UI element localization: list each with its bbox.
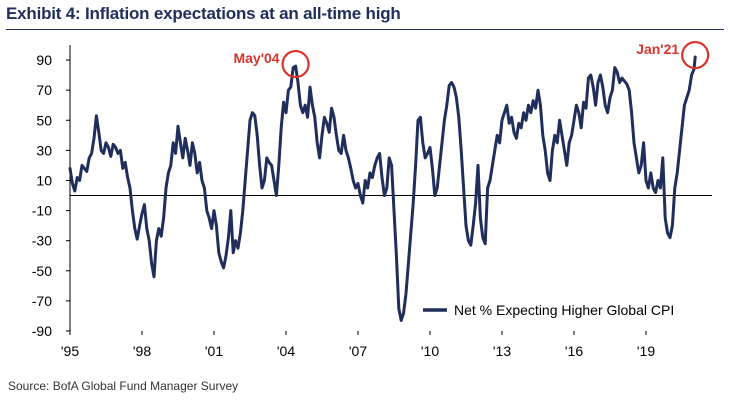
chart-title: Exhibit 4: Inflation expectations at an … — [6, 4, 401, 23]
annotation-circle — [281, 49, 310, 79]
x-tick-label: '01 — [205, 343, 223, 359]
annotation-group: May'04 Jan'21 — [233, 40, 710, 79]
legend-label: Net % Expecting Higher Global CPI — [454, 302, 674, 318]
y-tick-label: -70 — [32, 293, 52, 309]
x-tick-label: '13 — [493, 343, 511, 359]
x-tick-label: '19 — [637, 343, 655, 359]
legend: Net % Expecting Higher Global CPI — [423, 302, 674, 318]
series-line — [68, 55, 697, 322]
y-tick-label: 90 — [36, 52, 52, 68]
x-tick-label: '95 — [61, 343, 79, 359]
x-tick-label: '16 — [565, 343, 583, 359]
y-tick-label: 70 — [36, 82, 52, 98]
annotation-circle — [681, 40, 710, 70]
x-tick-label: '07 — [349, 343, 367, 359]
annotation-label: Jan'21 — [636, 41, 679, 57]
source-note: Source: BofA Global Fund Manager Survey — [8, 379, 239, 393]
y-tick-label: -90 — [32, 323, 52, 339]
series-group — [68, 55, 697, 322]
x-tick-label: '10 — [421, 343, 439, 359]
x-axis: '95 '98 '01 '04 '07 '10 '13 '16 '19 — [61, 195, 712, 359]
y-tick-label: -10 — [32, 203, 52, 219]
y-axis: 90 70 50 30 10 -10 -30 -50 -70 -90 — [32, 45, 71, 339]
x-tick-label: '04 — [277, 343, 295, 359]
y-tick-label: 50 — [36, 112, 52, 128]
y-tick-label: -30 — [32, 233, 52, 249]
y-tick-label: 30 — [36, 142, 52, 158]
y-tick-label: 10 — [36, 172, 52, 188]
x-tick-label: '98 — [133, 343, 151, 359]
y-tick-label: -50 — [32, 263, 52, 279]
annotation-label: May'04 — [233, 50, 279, 66]
title-divider — [6, 29, 724, 30]
